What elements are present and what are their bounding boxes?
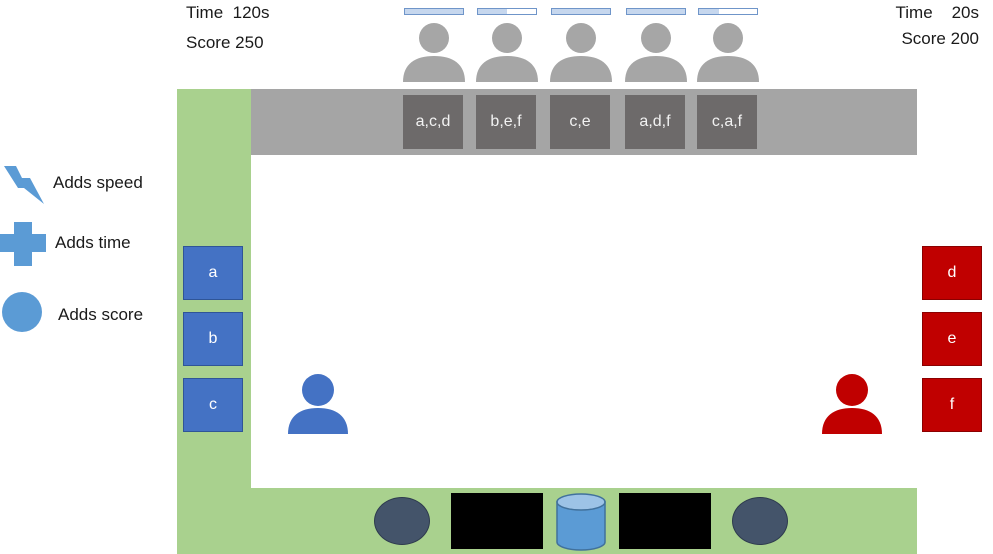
- patience-bar: [551, 8, 611, 15]
- ingredient-c[interactable]: c: [183, 378, 243, 432]
- right-plate-station[interactable]: [732, 497, 788, 545]
- drum-icon[interactable]: [555, 492, 607, 552]
- order-card: a,d,f: [625, 95, 685, 149]
- red-player-icon[interactable]: [820, 370, 884, 434]
- left-cooking-station[interactable]: [451, 493, 543, 549]
- ingredient-b[interactable]: b: [183, 312, 243, 366]
- patience-bar-fill: [405, 9, 463, 14]
- legend-score-label: Adds score: [58, 305, 144, 324]
- right-cooking-station[interactable]: [619, 493, 711, 549]
- order-card: b,e,f: [476, 95, 536, 149]
- customer-icon: [403, 23, 465, 82]
- blue-player-icon[interactable]: [286, 370, 350, 434]
- legend-time-label: Adds time: [55, 233, 131, 252]
- patience-bar-fill: [478, 9, 507, 14]
- plus-icon: [0, 222, 46, 266]
- lightning-icon: [4, 166, 44, 204]
- customer-icon: [697, 23, 759, 82]
- patience-bar-fill: [627, 9, 685, 14]
- patience-bar-fill: [552, 9, 610, 14]
- patience-bar: [626, 8, 686, 15]
- order-card: c,a,f: [697, 95, 757, 149]
- customer-icon: [476, 23, 538, 82]
- play-area: [251, 155, 917, 488]
- left-plate-station[interactable]: [374, 497, 430, 545]
- player-2-hud: Time 20s Score 200: [896, 0, 979, 52]
- ingredient-f[interactable]: f: [922, 378, 982, 432]
- player-1-hud: Time 120s Score 250: [186, 0, 269, 56]
- player-2-time: Time 20s: [895, 3, 979, 22]
- order-card: a,c,d: [403, 95, 463, 149]
- order-card: c,e: [550, 95, 610, 149]
- player-1-score: Score 250: [186, 33, 264, 52]
- customer-icon: [625, 23, 687, 82]
- legend-speed-label: Adds speed: [53, 173, 143, 192]
- patience-bar: [698, 8, 758, 15]
- customer-icon: [550, 23, 612, 82]
- circle-icon: [2, 292, 42, 332]
- patience-bar: [404, 8, 464, 15]
- player-2-score: Score 200: [901, 29, 979, 48]
- player-1-time: Time 120s: [186, 3, 270, 22]
- ingredient-e[interactable]: e: [922, 312, 982, 366]
- patience-bar-fill: [699, 9, 720, 14]
- patience-bar: [477, 8, 537, 15]
- ingredient-d[interactable]: d: [922, 246, 982, 300]
- ingredient-a[interactable]: a: [183, 246, 243, 300]
